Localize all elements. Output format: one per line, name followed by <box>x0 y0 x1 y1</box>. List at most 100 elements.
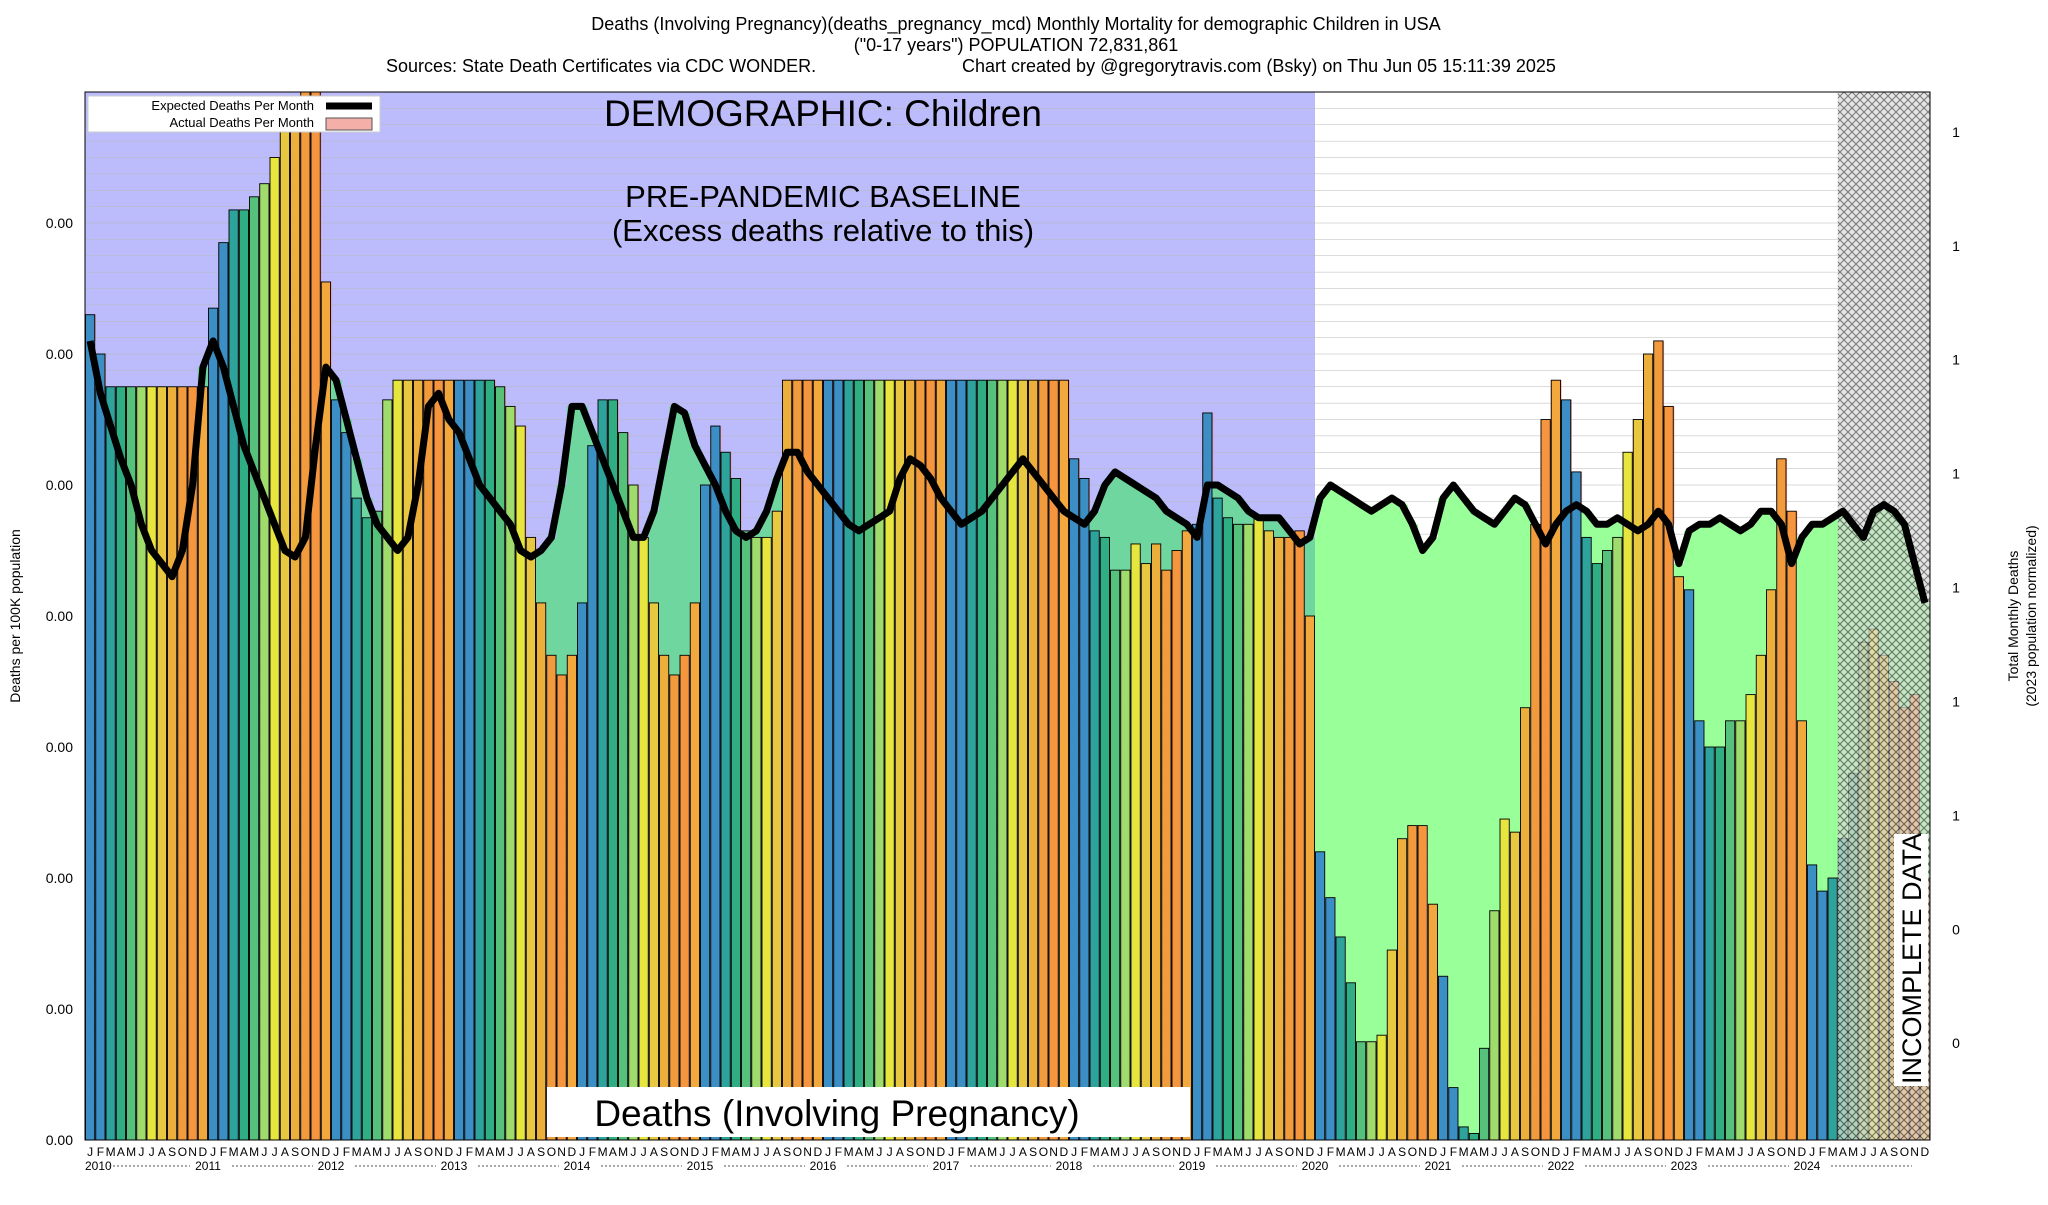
y2-axis-label-line2: (2023 population normalized) <box>2023 525 2039 706</box>
bar-2023-6 <box>1735 720 1746 1140</box>
x-month-label: M <box>1110 1145 1120 1159</box>
x-year-label: 2019 <box>1179 1159 1206 1173</box>
y2-tick-label: 1 <box>1952 238 1960 254</box>
x-month-label: A <box>650 1145 658 1159</box>
x-month-label: J <box>948 1145 954 1159</box>
bar-2016-12 <box>935 379 946 1140</box>
bar-2012-11 <box>433 379 444 1140</box>
x-month-label: J <box>702 1145 708 1159</box>
bar-2024-3 <box>1827 877 1838 1140</box>
difference-fill <box>1766 511 1777 590</box>
x-month-label: S <box>906 1145 914 1159</box>
x-month-label: M <box>352 1145 362 1159</box>
bar-2015-3 <box>720 451 731 1140</box>
difference-fill <box>1356 504 1367 1042</box>
x-month-label: M <box>967 1145 977 1159</box>
difference-fill <box>1366 511 1378 1042</box>
x-month-label: N <box>311 1145 320 1159</box>
x-month-label: S <box>1767 1145 1775 1159</box>
bar-2011-3 <box>228 209 239 1140</box>
x-month-label: A <box>1880 1145 1888 1159</box>
difference-fill <box>1304 537 1316 616</box>
bar-2021-3 <box>1458 1126 1469 1140</box>
x-month-label: J <box>1737 1145 1743 1159</box>
bar-2015-4 <box>730 478 741 1140</box>
x-month-label: J <box>630 1145 636 1159</box>
x-month-label: S <box>1644 1145 1652 1159</box>
x-month-label: N <box>1910 1145 1919 1159</box>
x-month-label: D <box>1306 1145 1315 1159</box>
x-month-label: D <box>199 1145 208 1159</box>
difference-fill <box>1099 485 1111 538</box>
x-month-label: J <box>210 1145 216 1159</box>
difference-fill <box>1755 511 1767 656</box>
bar-2015-9 <box>782 379 793 1140</box>
difference-fill <box>1694 524 1706 721</box>
x-month-label: J <box>138 1145 144 1159</box>
difference-fill <box>1735 530 1747 721</box>
bar-2016-11 <box>925 379 936 1140</box>
bar-2016-5 <box>864 379 875 1140</box>
x-month-label: J <box>876 1145 882 1159</box>
bar-2019-1 <box>1192 523 1203 1140</box>
bar-2010-2 <box>95 353 106 1140</box>
difference-fill <box>1222 491 1234 518</box>
y2-tick-label: 1 <box>1952 693 1960 709</box>
bar-2013-4 <box>484 379 495 1140</box>
bar-2016-2 <box>833 379 844 1140</box>
x-month-label: O <box>1900 1145 1909 1159</box>
x-month-label: M <box>1233 1145 1243 1159</box>
x-year-label: 2021 <box>1425 1159 1452 1173</box>
x-month-label: M <box>844 1145 854 1159</box>
bar-2020-3 <box>1335 936 1346 1140</box>
x-month-label: A <box>1142 1145 1150 1159</box>
bar-2013-7 <box>515 425 526 1140</box>
bar-2014-8 <box>648 602 659 1140</box>
x-month-label: N <box>1541 1145 1550 1159</box>
bar-2014-1 <box>577 602 588 1140</box>
y2-tick-label: 1 <box>1952 807 1960 823</box>
x-month-label: F <box>1573 1145 1580 1159</box>
x-year-label: 2017 <box>933 1159 960 1173</box>
bar-2022-5 <box>1602 550 1613 1140</box>
x-year-label: 2014 <box>564 1159 591 1173</box>
bar-2015-1 <box>700 484 711 1140</box>
x-month-label: M <box>1336 1145 1346 1159</box>
bar-2010-5 <box>126 386 137 1140</box>
x-year-label: 2011 <box>195 1159 221 1173</box>
difference-fill <box>1397 504 1408 839</box>
bar-2014-2 <box>587 445 598 1140</box>
bar-2011-1 <box>208 307 219 1140</box>
bar-2015-6 <box>751 536 762 1140</box>
sources-text: Sources: State Death Certificates via CD… <box>386 56 816 76</box>
y-tick-label: 0.00 <box>46 870 73 886</box>
x-month-label: S <box>660 1145 668 1159</box>
bar-2023-10 <box>1776 458 1787 1140</box>
x-month-label: S <box>783 1145 791 1159</box>
bar-2010-10 <box>177 386 188 1140</box>
bar-2017-3 <box>966 379 977 1140</box>
x-month-label: N <box>926 1145 935 1159</box>
bar-2014-4 <box>607 399 618 1140</box>
bar-2013-5 <box>495 386 506 1140</box>
x-month-label: J <box>1625 1145 1631 1159</box>
difference-fill <box>1448 485 1460 1088</box>
bar-2011-6 <box>259 183 270 1140</box>
x-month-label: D <box>445 1145 454 1159</box>
difference-fill <box>648 511 660 603</box>
difference-fill <box>1581 511 1593 538</box>
x-month-label: F <box>343 1145 350 1159</box>
difference-fill <box>1274 517 1285 538</box>
x-month-label: D <box>937 1145 946 1159</box>
bar-2012-6 <box>382 399 393 1140</box>
x-month-label: S <box>1521 1145 1529 1159</box>
x-month-label: N <box>1049 1145 1058 1159</box>
bar-2018-11 <box>1171 550 1182 1140</box>
bar-2018-8 <box>1140 563 1151 1140</box>
bar-2017-12 <box>1058 379 1069 1140</box>
bar-2022-3 <box>1581 536 1592 1140</box>
bar-2010-4 <box>115 386 126 1140</box>
x-month-label: D <box>1060 1145 1069 1159</box>
x-month-label: J <box>764 1145 770 1159</box>
